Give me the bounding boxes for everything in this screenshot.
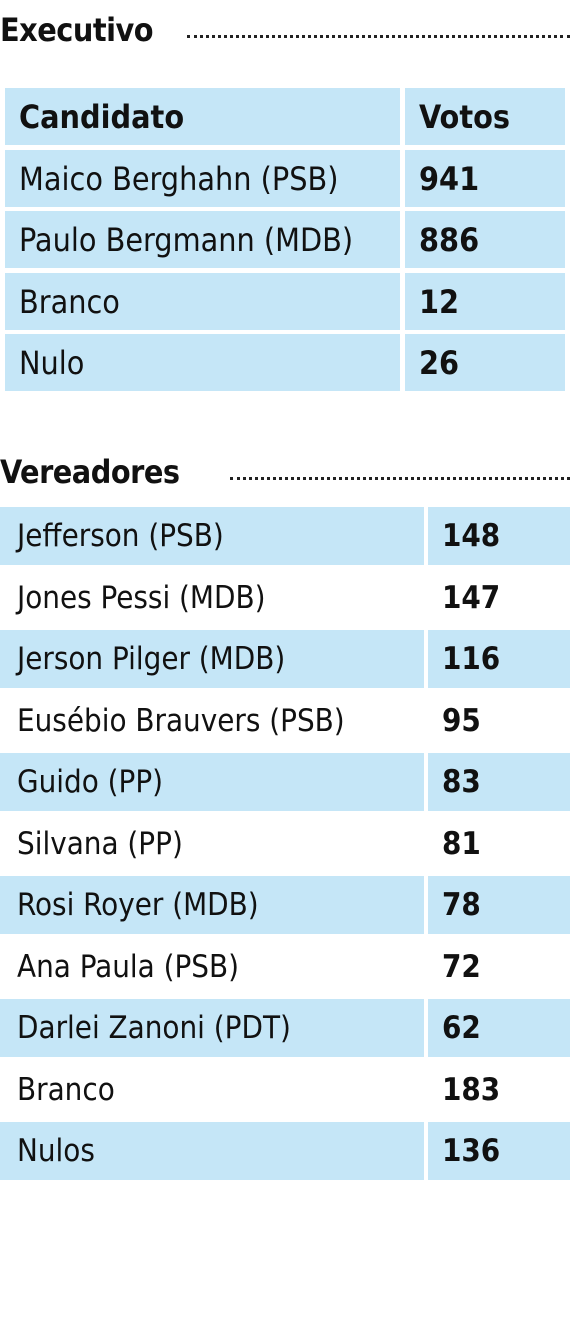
table-row: Jones Pessi (MDB) 147 [0, 569, 570, 627]
candidate-votes: 116 [428, 630, 570, 688]
candidate-name: Jones Pessi (MDB) [17, 580, 266, 616]
executivo-header: Executivo [0, 10, 570, 50]
header-votes: Votos [405, 88, 565, 145]
candidate-votes: 886 [405, 211, 565, 268]
table-row: Jerson Pilger (MDB) 116 [0, 630, 570, 688]
candidate-votes: 12 [405, 273, 565, 330]
candidate-votes: 81 [442, 826, 481, 862]
table-row: Nulos 136 [0, 1122, 570, 1180]
table-row: Paulo Bergmann (MDB) 886 [5, 211, 565, 268]
candidate-name: Branco [17, 1072, 115, 1108]
candidate-name: Branco [5, 273, 400, 330]
candidate-votes: 83 [428, 753, 570, 811]
candidate-name: Jerson Pilger (MDB) [0, 630, 424, 688]
candidate-name: Nulos [0, 1122, 424, 1180]
executivo-title: Executivo [0, 11, 154, 49]
vereadores-title: Vereadores [0, 453, 180, 491]
dotted-leader [187, 34, 570, 38]
header-candidate: Candidato [5, 88, 400, 145]
candidate-name: Jefferson (PSB) [0, 507, 424, 565]
candidate-name: Darlei Zanoni (PDT) [0, 999, 424, 1057]
candidate-votes: 78 [428, 876, 570, 934]
candidate-name: Maico Berghahn (PSB) [5, 150, 400, 207]
table-row: Silvana (PP) 81 [0, 815, 570, 873]
table-row: Ana Paula (PSB) 72 [0, 938, 570, 996]
table-row: Guido (PP) 83 [0, 753, 570, 811]
table-row: Branco 12 [5, 273, 565, 330]
candidate-votes: 183 [442, 1072, 501, 1108]
candidate-name: Rosi Royer (MDB) [0, 876, 424, 934]
candidate-votes: 147 [442, 580, 501, 616]
table-row: Branco 183 [0, 1061, 570, 1119]
candidate-name: Nulo [5, 334, 400, 391]
candidate-votes: 148 [428, 507, 570, 565]
dotted-leader [230, 476, 570, 480]
candidate-votes: 95 [442, 703, 481, 739]
table-row: Rosi Royer (MDB) 78 [0, 876, 570, 934]
candidate-votes: 136 [428, 1122, 570, 1180]
candidate-votes: 62 [428, 999, 570, 1057]
table-row: Maico Berghahn (PSB) 941 [5, 150, 565, 207]
candidate-votes: 72 [442, 949, 481, 985]
candidate-name: Paulo Bergmann (MDB) [5, 211, 400, 268]
candidate-votes: 941 [405, 150, 565, 207]
table-row: Eusébio Brauvers (PSB) 95 [0, 692, 570, 750]
vereadores-header: Vereadores [0, 452, 570, 492]
candidate-name: Guido (PP) [0, 753, 424, 811]
table-row: Darlei Zanoni (PDT) 62 [0, 999, 570, 1057]
table-header-row: Candidato Votos [5, 88, 565, 145]
table-row: Jefferson (PSB) 148 [0, 507, 570, 565]
candidate-votes: 26 [405, 334, 565, 391]
candidate-name: Eusébio Brauvers (PSB) [17, 703, 345, 739]
candidate-name: Silvana (PP) [17, 826, 183, 862]
table-row: Nulo 26 [5, 334, 565, 391]
candidate-name: Ana Paula (PSB) [17, 949, 240, 985]
